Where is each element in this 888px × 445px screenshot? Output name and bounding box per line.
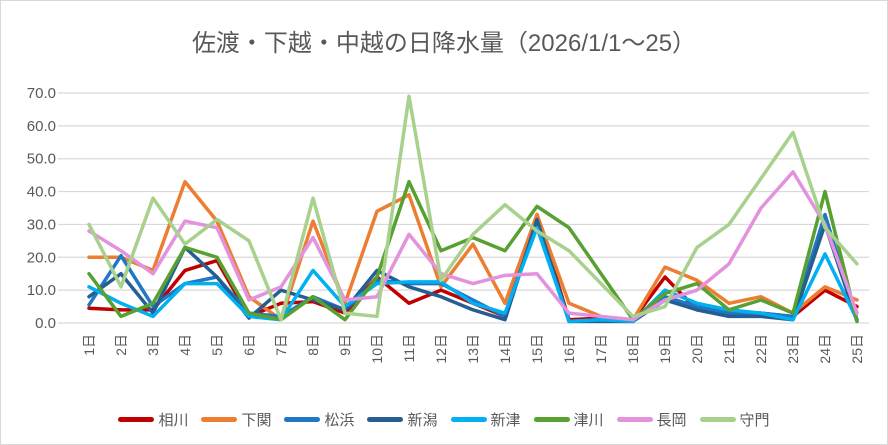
legend-line-swatch	[450, 417, 487, 422]
y-axis-tick-label: 70.0	[27, 85, 56, 102]
x-axis-tick-label: 15日	[529, 334, 545, 364]
x-axis-tick-label: 2日	[113, 334, 129, 356]
legend-label: 守門	[739, 412, 770, 429]
x-axis-tick-label: 6日	[241, 334, 257, 356]
chart-title: 佐渡・下越・中越の日降水量（2026/1/1～25）	[191, 30, 697, 57]
x-axis-tick-label: 11日	[401, 334, 417, 363]
legend-label: 新潟	[407, 412, 438, 429]
legend-item-4: 新津	[450, 409, 521, 430]
x-axis-tick-label: 10日	[369, 334, 385, 364]
legend-label: 長岡	[656, 412, 687, 429]
legend-line-swatch	[367, 417, 404, 422]
y-axis-tick-label: 60.0	[27, 118, 56, 135]
legend-item-3: 新潟	[367, 409, 438, 430]
series-line-3	[87, 217, 859, 324]
x-axis-tick-label: 21日	[721, 334, 737, 364]
y-axis-tick-label: 0.0	[35, 315, 56, 332]
legend-line-swatch	[201, 417, 238, 422]
x-axis-tick-label: 16日	[561, 334, 577, 364]
x-axis-tick-label: 12日	[433, 334, 449, 364]
legend-label: 相川	[158, 412, 189, 429]
x-axis-tick-label: 13日	[465, 334, 481, 364]
x-axis-tick-label: 19日	[657, 334, 673, 364]
y-axis-tick-label: 10.0	[27, 282, 56, 299]
legend-line-swatch	[616, 417, 653, 422]
x-axis-tick-label: 1日	[81, 334, 97, 356]
x-axis-tick-label: 3日	[145, 334, 161, 356]
x-axis-tick-label: 25日	[849, 334, 865, 364]
x-axis-tick-label: 20日	[689, 334, 705, 364]
legend-item-7: 守門	[699, 409, 770, 430]
x-axis-tick-label: 5日	[209, 334, 225, 356]
legend-label: 新津	[490, 412, 521, 429]
x-axis-tick-label: 17日	[593, 334, 609, 364]
legend-item-0: 相川	[118, 409, 188, 430]
series-line-5	[87, 179, 859, 324]
legend-item-2: 松浜	[284, 409, 354, 430]
legend-label: 下関	[241, 412, 272, 429]
x-axis-tick-label: 4日	[177, 334, 193, 356]
legend-item-1: 下関	[201, 409, 271, 430]
x-axis-tick-label: 24日	[817, 334, 833, 364]
legend-line-swatch	[699, 417, 736, 422]
y-axis-tick-label: 30.0	[27, 216, 56, 233]
legend-label: 松浜	[324, 412, 355, 429]
legend-item-5: 津川	[533, 409, 604, 430]
x-axis-tick-label: 7日	[273, 334, 289, 356]
y-axis-tick-label: 50.0	[27, 151, 56, 168]
legend-item-6: 長岡	[616, 409, 687, 430]
x-axis-tick-label: 8日	[305, 334, 321, 356]
legend-label: 津川	[573, 412, 604, 429]
x-axis-tick-label: 18日	[625, 334, 641, 364]
legend-line-swatch	[118, 417, 155, 422]
chart-legend: 相川 下関 松浜 新潟 新津 津川 長岡 守門	[1, 409, 887, 430]
legend-line-swatch	[284, 417, 321, 422]
legend-line-swatch	[533, 417, 570, 422]
x-axis-tick-label: 14日	[497, 334, 513, 364]
x-axis-tick-label: 22日	[753, 334, 769, 364]
y-axis-tick-label: 40.0	[27, 184, 56, 201]
x-axis-tick-label: 23日	[785, 334, 801, 364]
x-axis-tick-label: 9日	[337, 334, 353, 356]
series-line-6	[87, 170, 859, 322]
series-line-7	[87, 94, 859, 322]
y-axis-tick-label: 20.0	[27, 249, 56, 266]
